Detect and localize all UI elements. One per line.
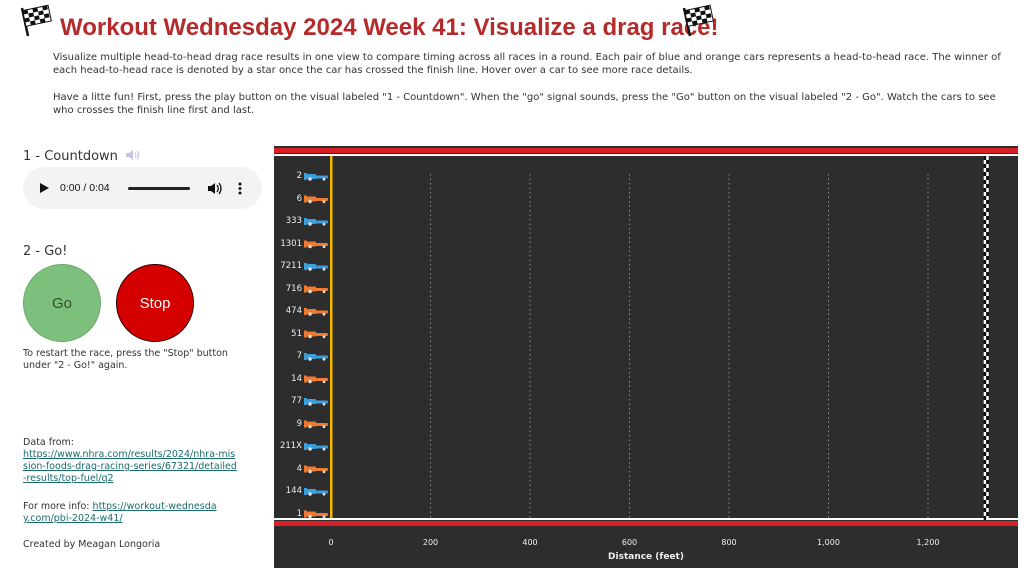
audio-player[interactable]: 0:00 / 0:04 (23, 167, 262, 209)
car-number-label: 51 (291, 328, 302, 339)
car-number-label: 6 (296, 193, 302, 204)
finish-line (983, 156, 989, 520)
go-section-title: 2 - Go! (23, 244, 68, 259)
x-tick-label: 1,200 (916, 538, 940, 547)
countdown-section-title: 1 - Countdown (23, 149, 141, 164)
blue-race-car[interactable] (304, 173, 328, 181)
orange-race-car[interactable] (304, 465, 328, 474)
more-info-text: For more info: https://workout-wednesday… (23, 501, 223, 525)
blue-race-car[interactable] (304, 353, 328, 361)
data-source-text: https://www.nhra.com/results/2024/nhra-m… (23, 449, 238, 485)
car-number-label: 1301 (280, 238, 302, 249)
car-number-label: 4 (296, 463, 302, 474)
audio-time: 0:00 / 0:04 (60, 182, 110, 194)
speaker-icon (126, 150, 140, 160)
more-info-link[interactable]: https://workout-wednesday.com/pbi-2024-w… (23, 501, 217, 524)
play-icon[interactable] (40, 183, 49, 193)
race-chart (304, 156, 989, 520)
stop-button[interactable]: Stop (116, 264, 194, 342)
car-number-label: 7211 (280, 261, 302, 271)
checkered-flag-icon (20, 4, 52, 37)
orange-race-car[interactable] (304, 510, 328, 519)
track-border-bottom (274, 521, 1018, 526)
orange-race-car[interactable] (304, 240, 328, 249)
go-button[interactable]: Go (23, 264, 101, 342)
x-tick-label: 800 (721, 538, 737, 547)
car-number-label: 1 (296, 508, 302, 519)
restart-note: To restart the race, press the "Stop" bu… (23, 348, 228, 371)
blue-race-car[interactable] (304, 488, 328, 496)
car-number-label: 474 (285, 306, 302, 316)
car-number-label: 716 (285, 283, 302, 294)
more-info-label: For more info: (23, 501, 90, 512)
car-number-label: 7 (296, 351, 302, 361)
orange-race-car[interactable] (304, 195, 328, 204)
track-border-bottom-stripe (274, 518, 1018, 520)
orange-race-car[interactable] (304, 375, 328, 384)
car-number-label: 333 (285, 216, 302, 226)
countdown-label: 1 - Countdown (23, 149, 118, 164)
checkered-flag-icon (682, 4, 714, 37)
blue-race-car[interactable] (304, 218, 328, 226)
car-number-label: 2 (296, 171, 302, 181)
x-tick-label: 1,000 (817, 538, 840, 547)
credit-text: Created by Meagan Longoria (23, 539, 161, 550)
blue-race-car[interactable] (304, 398, 328, 406)
x-tick-label: 400 (522, 538, 538, 547)
start-line (330, 156, 333, 518)
orange-race-car[interactable] (304, 285, 328, 294)
instructions-paragraph: Have a litte fun! First, press the play … (53, 92, 996, 116)
volume-icon[interactable] (208, 182, 222, 195)
blue-race-car[interactable] (304, 263, 328, 271)
data-from-label: Data from: (23, 437, 75, 448)
more-options-icon[interactable] (238, 182, 242, 195)
description-paragraph: Visualize multiple head-to-head drag rac… (53, 52, 1001, 76)
car-number-label: 211X (279, 441, 302, 451)
x-tick-label: 600 (621, 538, 638, 547)
orange-race-car[interactable] (304, 330, 328, 339)
orange-race-car[interactable] (304, 420, 328, 429)
track-border-top (274, 148, 1018, 153)
x-tick-label: 200 (422, 538, 439, 547)
orange-race-car[interactable] (304, 308, 328, 316)
track-border-top-stripe (274, 154, 1018, 156)
x-axis-title: Distance (feet) (608, 552, 684, 562)
data-source-link[interactable]: https://www.nhra.com/results/2024/nhra-m… (23, 449, 237, 484)
car-number-label: 9 (296, 418, 302, 429)
audio-progress-bar[interactable] (128, 187, 190, 190)
x-tick-label: 0 (328, 538, 334, 547)
blue-race-car[interactable] (304, 443, 328, 451)
car-number-label: 144 (285, 486, 302, 496)
car-number-label: 77 (291, 396, 302, 406)
race-track-visual: 2 6 333 1301 7211 716 474 51 7 14 77 9 211X 4 144 1 0 20… (274, 146, 1018, 568)
page-title: Workout Wednesday 2024 Week 41: Visualiz… (60, 14, 719, 41)
car-number-label: 14 (291, 373, 302, 384)
